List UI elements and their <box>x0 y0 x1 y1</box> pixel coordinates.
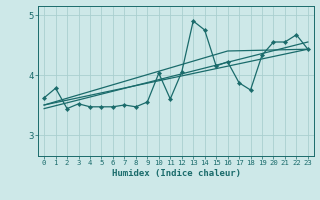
X-axis label: Humidex (Indice chaleur): Humidex (Indice chaleur) <box>111 169 241 178</box>
